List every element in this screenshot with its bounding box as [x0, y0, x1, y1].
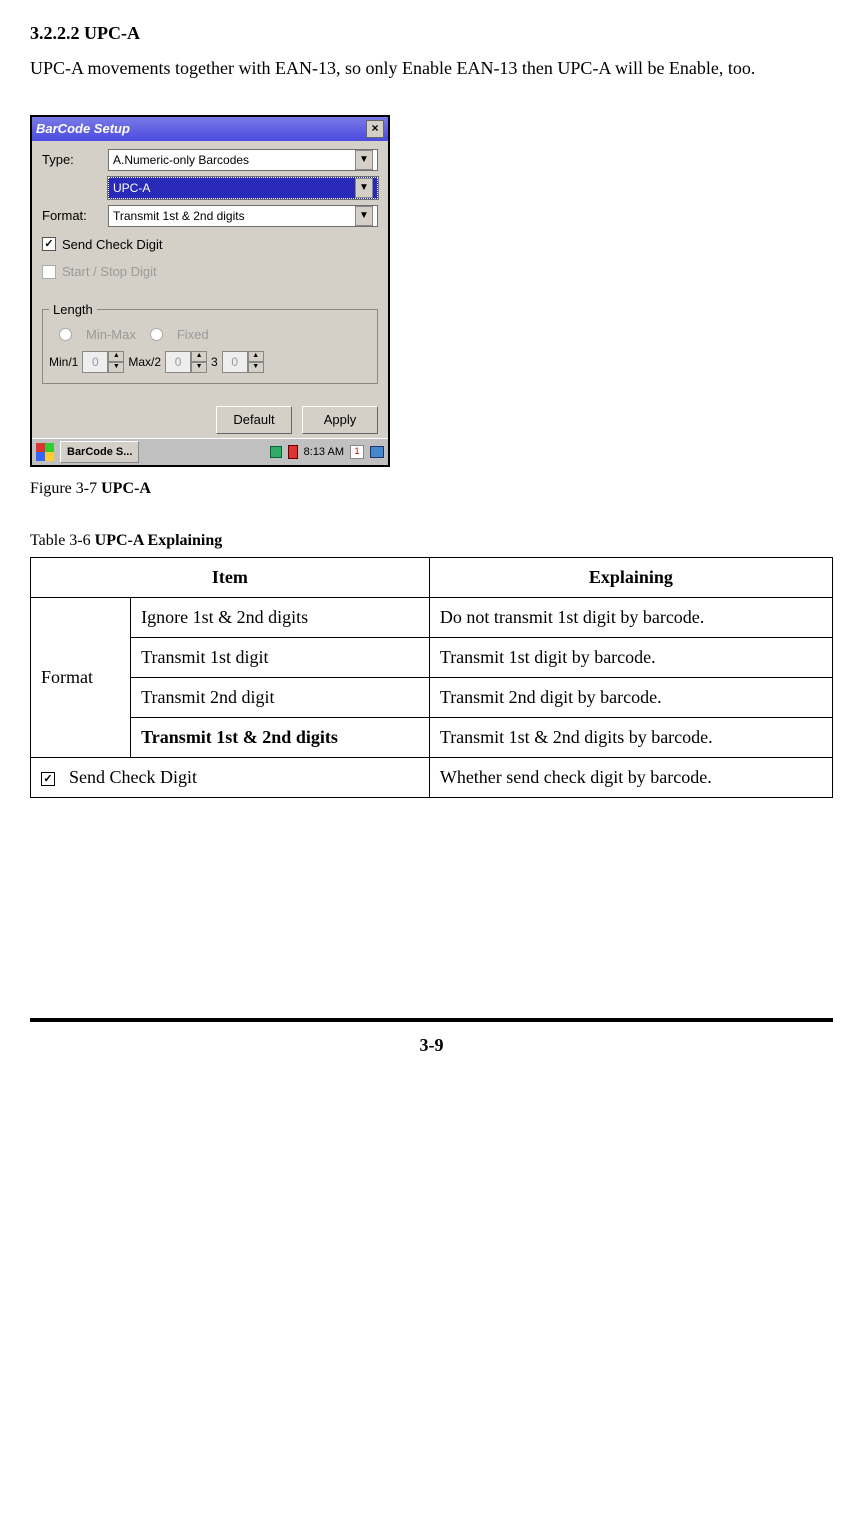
section-heading: 3.2.2.2 UPC-A — [30, 20, 833, 47]
subtype-value: UPC-A — [113, 179, 150, 197]
format-combo[interactable]: Transmit 1st & 2nd digits ▼ — [108, 205, 378, 227]
min-label: Min/1 — [49, 353, 78, 371]
close-icon[interactable]: × — [366, 120, 384, 138]
explain-cell: Transmit 1st & 2nd digits by barcode. — [429, 718, 832, 758]
max-label: Max/2 — [128, 353, 161, 371]
type-combo[interactable]: A.Numeric-only Barcodes ▼ — [108, 149, 378, 171]
start-stop-digit-checkbox — [42, 265, 56, 279]
item-cell: Transmit 1st & 2nd digits — [131, 718, 430, 758]
minmax-label: Min-Max — [86, 325, 136, 345]
length-group: Length Min-Max Fixed Min/1 0 ▲▼ Max/2 0 … — [42, 300, 378, 384]
third-label: 3 — [211, 353, 218, 371]
system-tray[interactable]: 8:13 AM 1 — [270, 444, 384, 461]
window-titlebar[interactable]: BarCode Setup × — [32, 117, 388, 141]
clock: 8:13 AM — [304, 444, 344, 461]
min-value: 0 — [82, 351, 108, 373]
explain-cell: Transmit 1st digit by barcode. — [429, 638, 832, 678]
figure-caption-bold: UPC-A — [101, 480, 151, 497]
type-label: Type: — [42, 150, 102, 170]
start-stop-label: Start / Stop Digit — [62, 262, 157, 282]
checkbox-icon: ✓ — [41, 772, 55, 786]
table-row: Transmit 1st digit Transmit 1st digit by… — [31, 638, 833, 678]
type-value: A.Numeric-only Barcodes — [113, 151, 249, 169]
default-button[interactable]: Default — [216, 406, 292, 434]
taskbar-app[interactable]: BarCode S... — [60, 441, 139, 464]
chevron-down-icon[interactable]: ▼ — [355, 178, 373, 198]
network-icon[interactable] — [270, 446, 282, 458]
section-body: UPC-A movements together with EAN-13, so… — [30, 51, 833, 85]
send-check-label: Send Check Digit — [62, 235, 162, 255]
table-header-row: Item Explaining — [31, 558, 833, 598]
table-caption: Table 3-6 UPC-A Explaining — [30, 529, 833, 553]
table-row: Transmit 1st & 2nd digits Transmit 1st &… — [31, 718, 833, 758]
apply-button[interactable]: Apply — [302, 406, 378, 434]
page-number: 3-9 — [30, 1032, 833, 1059]
taskbar[interactable]: BarCode S... 8:13 AM 1 — [32, 438, 388, 466]
item-cell: ✓ Send Check Digit — [31, 758, 430, 798]
format-label: Format: — [42, 206, 102, 226]
fixed-label: Fixed — [177, 325, 209, 345]
explaining-table: Item Explaining Format Ignore 1st & 2nd … — [30, 557, 833, 798]
footer-rule — [30, 1018, 833, 1022]
th-item: Item — [31, 558, 430, 598]
figure-caption-prefix: Figure 3-7 — [30, 480, 101, 497]
keyboard-icon[interactable]: 1 — [350, 445, 364, 459]
table-caption-prefix: Table 3-6 — [30, 532, 95, 549]
min-spin-buttons: ▲▼ — [108, 351, 124, 373]
figure-caption: Figure 3-7 UPC-A — [30, 477, 833, 501]
explain-cell: Transmit 2nd digit by barcode. — [429, 678, 832, 718]
screenshot-window: BarCode Setup × Type: A.Numeric-only Bar… — [30, 115, 390, 467]
window-title: BarCode Setup — [36, 119, 130, 139]
item-cell: Transmit 1st digit — [131, 638, 430, 678]
table-row: Format Ignore 1st & 2nd digits Do not tr… — [31, 598, 833, 638]
third-value: 0 — [222, 351, 248, 373]
max-spinner: 0 ▲▼ — [165, 351, 207, 373]
explain-cell: Do not transmit 1st digit by barcode. — [429, 598, 832, 638]
length-legend: Length — [49, 300, 97, 320]
desktop-icon[interactable] — [370, 446, 384, 458]
table-caption-bold: UPC-A Explaining — [95, 532, 223, 549]
third-spinner: 0 ▲▼ — [222, 351, 264, 373]
table-row: ✓ Send Check Digit Whether send check dig… — [31, 758, 833, 798]
item-cell: Ignore 1st & 2nd digits — [131, 598, 430, 638]
fixed-radio — [150, 328, 163, 341]
battery-icon[interactable] — [288, 445, 298, 459]
start-icon[interactable] — [36, 443, 54, 461]
format-value: Transmit 1st & 2nd digits — [113, 207, 245, 225]
th-explain: Explaining — [429, 558, 832, 598]
minmax-radio — [59, 328, 72, 341]
last-item-text: Send Check Digit — [69, 767, 197, 787]
chevron-down-icon[interactable]: ▼ — [355, 206, 373, 226]
max-value: 0 — [165, 351, 191, 373]
explain-cell: Whether send check digit by barcode. — [429, 758, 832, 798]
third-spin-buttons: ▲▼ — [248, 351, 264, 373]
min-spinner: 0 ▲▼ — [82, 351, 124, 373]
chevron-down-icon[interactable]: ▼ — [355, 150, 373, 170]
item-cell: Transmit 2nd digit — [131, 678, 430, 718]
subtype-combo[interactable]: UPC-A ▼ — [108, 177, 378, 199]
max-spin-buttons: ▲▼ — [191, 351, 207, 373]
window-body: Type: A.Numeric-only Barcodes ▼ UPC-A ▼ … — [32, 141, 388, 438]
table-row: Transmit 2nd digit Transmit 2nd digit by… — [31, 678, 833, 718]
format-group-cell: Format — [31, 598, 131, 758]
send-check-digit-checkbox[interactable]: ✓ — [42, 237, 56, 251]
